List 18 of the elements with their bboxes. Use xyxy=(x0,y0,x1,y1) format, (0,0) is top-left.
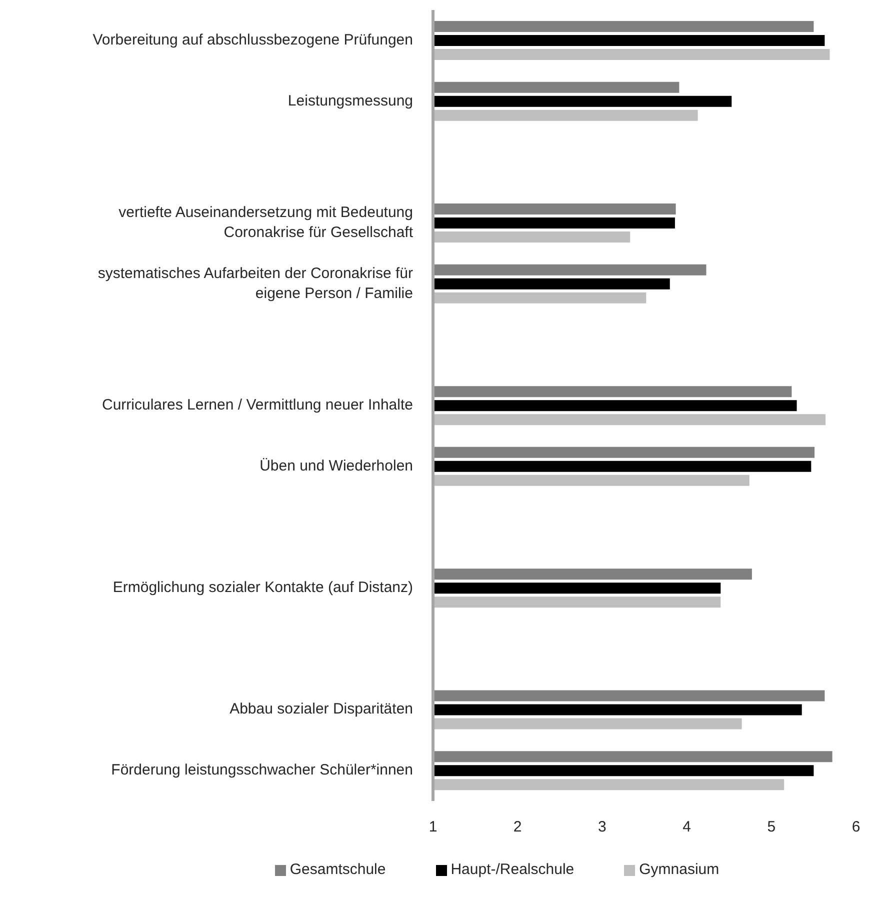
x-tick-label: 2 xyxy=(513,818,522,836)
y-tick-label: Ermöglichung sozialer Kontakte (auf Distanz) xyxy=(112,579,414,596)
x-tick-label: 5 xyxy=(767,818,776,836)
y-tick-label: Förderung leistungsschwacher Schüler*innen xyxy=(111,762,413,779)
legend-label: Haupt-/Realschule xyxy=(450,861,574,878)
legend-label: Gymnasium xyxy=(639,861,720,878)
x-tick-label: 4 xyxy=(682,818,691,836)
y-tick-label: Abbau sozialer Disparitäten xyxy=(230,700,413,718)
y-tick-label: vertiefte Auseinandersetzung mit Bedeutung Coronakrise für Gesellschaft xyxy=(118,204,414,241)
y-tick-label: Curriculares Lernen / Vermittlung neuer Inhalte xyxy=(102,396,413,414)
x-tick-label: 1 xyxy=(428,818,438,836)
x-tick-label: 3 xyxy=(598,818,606,836)
y-tick-label: Vorbereitung auf abschlussbezogene Prüfungen xyxy=(92,31,413,48)
x-tick-label: 6 xyxy=(852,818,860,836)
legend-label: Gesamtschule xyxy=(290,861,386,878)
y-tick-label: systematisches Aufarbeiten der Coronakrise für eigene Person / Familie xyxy=(98,264,413,302)
y-tick-label: Leistungsmessung xyxy=(288,92,413,110)
y-tick-label: Üben und Wiederholen xyxy=(260,457,413,474)
